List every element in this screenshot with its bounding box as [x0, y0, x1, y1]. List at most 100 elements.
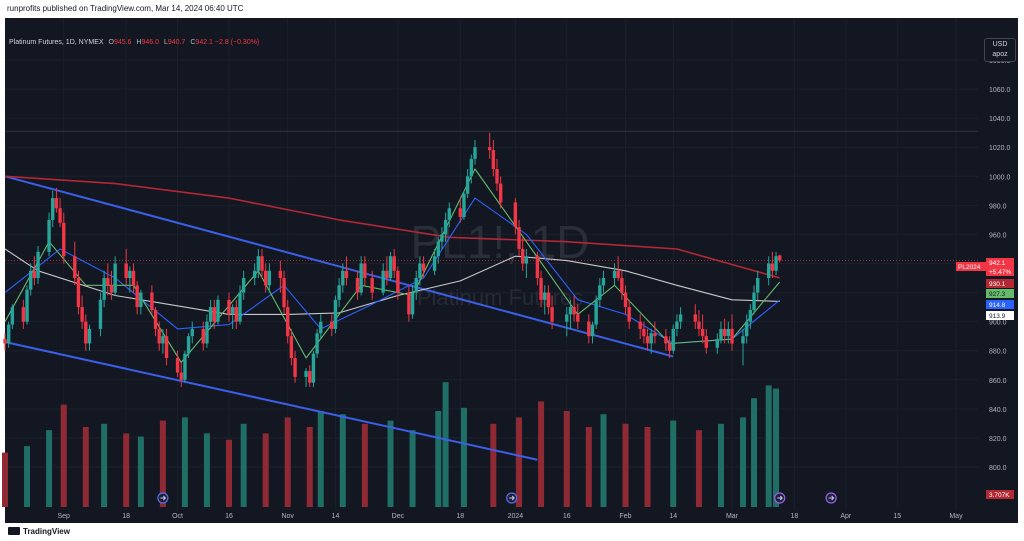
price-label-bg — [986, 289, 1014, 298]
candle-body — [421, 263, 426, 271]
candle-body — [109, 285, 114, 293]
x-tick-label: 2024 — [508, 513, 524, 520]
x-tick-label: 18 — [122, 513, 130, 520]
y-tick-label: 1020.0 — [989, 145, 1011, 152]
legend-change: −2.8 (−0.30%) — [214, 39, 260, 46]
candle-body — [770, 263, 775, 271]
candle-body — [355, 278, 360, 293]
currency-button[interactable]: USD apoz — [984, 38, 1016, 62]
candle-body — [304, 371, 308, 377]
chart-frame[interactable] — [5, 18, 1018, 523]
candle-body — [587, 321, 591, 337]
volume-bar — [101, 423, 108, 507]
currency-mode: apoz — [992, 51, 1008, 58]
candle-body — [572, 307, 576, 315]
legend-open: 945.6 — [113, 39, 132, 46]
volume-bar — [181, 417, 188, 507]
candle-body — [190, 328, 194, 337]
candle-body — [21, 307, 26, 322]
x-tick-label: 18 — [791, 513, 799, 520]
legend-close-label: C — [190, 39, 196, 46]
candle-body — [80, 307, 84, 322]
price-label-blue: 914.8 — [989, 302, 1006, 309]
candle-body — [293, 357, 297, 377]
candle-body — [227, 299, 231, 315]
candle-body — [76, 278, 81, 308]
candle-body — [693, 314, 697, 322]
candle-body — [256, 256, 261, 271]
event-markers — [157, 492, 837, 504]
tradingview-brand: TradingView — [23, 527, 70, 536]
candle-body — [741, 336, 745, 344]
candle-body — [469, 158, 474, 177]
candle-body — [458, 208, 462, 217]
candle-body — [319, 321, 323, 334]
channel-trendlines — [4, 175, 674, 461]
candle-body — [473, 147, 477, 159]
candle-body — [671, 328, 675, 351]
candle-body — [128, 270, 132, 279]
candle-body — [704, 336, 708, 348]
price-label-price-sub: +5.47% — [989, 269, 1011, 276]
volume-bar — [751, 398, 758, 507]
volume-bar — [361, 423, 368, 507]
tradingview-logo[interactable]: TradingView — [8, 527, 70, 536]
event-arrow-icon — [777, 495, 783, 501]
symbol-legend[interactable]: Platinum Futures, 1D, NYMEX O945.6 H946.… — [9, 39, 259, 46]
volume-bar — [123, 433, 130, 507]
candle-body — [667, 343, 672, 351]
volume-bar — [225, 439, 232, 507]
candle-body — [396, 270, 400, 293]
candle-body — [653, 333, 657, 337]
y-tick-label: 820.0 — [989, 436, 1007, 443]
candle-body — [260, 256, 264, 271]
y-tick-label: 1060.0 — [989, 87, 1011, 94]
candle-body — [675, 321, 679, 329]
candle-body — [487, 147, 492, 151]
candle-body — [407, 292, 411, 315]
volume-bar — [490, 423, 497, 507]
y-tick-label: 980.0 — [989, 203, 1007, 210]
candle-body — [25, 289, 29, 322]
candle-body — [755, 278, 760, 293]
y-tick-label: 900.0 — [989, 320, 1007, 327]
candle-body — [465, 176, 470, 194]
volume-bar — [460, 407, 467, 507]
price-label-bg — [986, 279, 1014, 288]
legend-high: 946.0 — [141, 39, 160, 46]
candle-body — [124, 263, 128, 279]
candle-body — [179, 372, 183, 380]
candle-body — [778, 255, 782, 261]
candle-body — [363, 263, 367, 279]
y-tick-label: 880.0 — [989, 349, 1007, 356]
candle-body — [719, 328, 723, 340]
x-tick-label: Feb — [619, 513, 631, 520]
candle-body — [234, 307, 239, 322]
candle-body — [388, 256, 393, 279]
volume-bar — [585, 427, 592, 507]
y-tick-label: 860.0 — [989, 378, 1007, 385]
grid — [5, 18, 978, 510]
volume-bar — [317, 411, 324, 507]
candle-body — [601, 278, 606, 286]
candle-body — [568, 307, 573, 315]
candle-body — [447, 208, 451, 220]
candle-body — [216, 299, 220, 322]
price-label-green: 927.3 — [989, 291, 1006, 298]
publisher-line: runprofits published on TradingView.com,… — [7, 4, 244, 13]
candle-body — [32, 270, 37, 279]
x-tick-label: Sep — [58, 513, 71, 520]
candle-body — [730, 328, 734, 344]
candle-body — [6, 324, 11, 344]
candle-body — [238, 292, 242, 322]
volume-bar — [137, 436, 144, 507]
price-tag-bg — [956, 262, 986, 271]
time-axis: Sep 18 Oct 16 Nov 14 Dec 18 2024 16 Feb 14 Mar 18 Apr 1… — [58, 513, 964, 520]
candle-body — [774, 256, 778, 271]
candle-body — [370, 278, 374, 293]
candle-body — [495, 169, 499, 184]
candle-body — [715, 339, 720, 348]
price-label-long: 930.1 — [989, 281, 1006, 288]
volume-bar — [622, 423, 629, 507]
